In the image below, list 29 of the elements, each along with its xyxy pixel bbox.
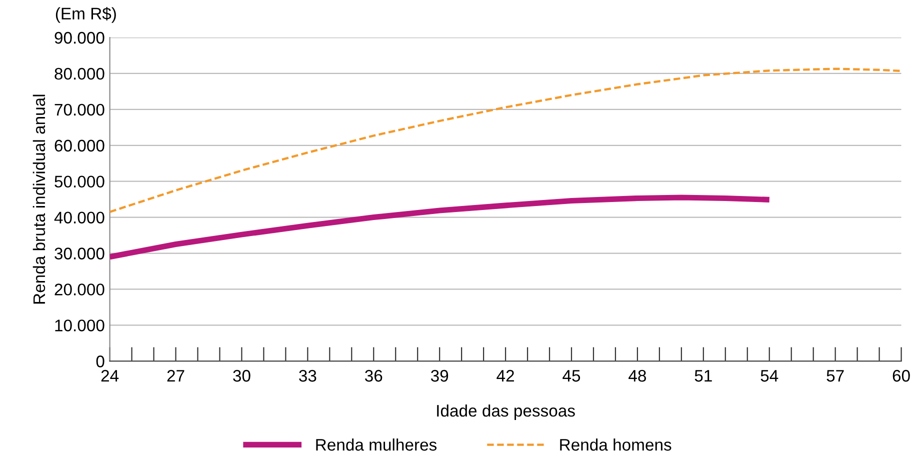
- y-tick-label: 60.000: [54, 140, 104, 152]
- x-tick-label: 33: [299, 370, 316, 382]
- x-tick-label: 57: [826, 370, 844, 382]
- x-tick-label: 42: [496, 370, 514, 382]
- x-tick-label: 60: [892, 370, 910, 382]
- x-tick-label: 39: [430, 370, 448, 382]
- x-tick-label: 54: [760, 370, 778, 382]
- y-tick-label: 90.000: [54, 32, 104, 44]
- y-tick-label: 10.000: [55, 320, 104, 332]
- x-tick-label: 24: [101, 370, 119, 382]
- y-tick-label: 30.000: [54, 248, 104, 260]
- y-tick-label: 80.000: [54, 68, 104, 80]
- y-axis-title: Renda bruta individual anual: [32, 94, 46, 304]
- x-tick-label: 30: [233, 370, 250, 382]
- legend-label: Renda mulheres: [316, 438, 437, 451]
- line-series: [110, 68, 902, 214]
- legend-label: Renda homens: [560, 438, 672, 451]
- x-tick-label: 27: [167, 370, 184, 382]
- y-tick-label: 50.000: [54, 176, 104, 188]
- y-tick-label: 0: [96, 356, 104, 368]
- y-tick-label: 40.000: [54, 212, 104, 224]
- text: (Em R$): [56, 7, 116, 23]
- x-tick-label: 51: [694, 370, 712, 382]
- y-tick-label: 20.000: [54, 284, 104, 296]
- x-tick-label: 45: [562, 370, 580, 382]
- x-axis-title: Idade das pessoas: [437, 404, 575, 420]
- y-tick-label: 70.000: [54, 104, 104, 116]
- x-tick-label: 36: [364, 370, 382, 382]
- x-tick-label: 48: [628, 370, 646, 382]
